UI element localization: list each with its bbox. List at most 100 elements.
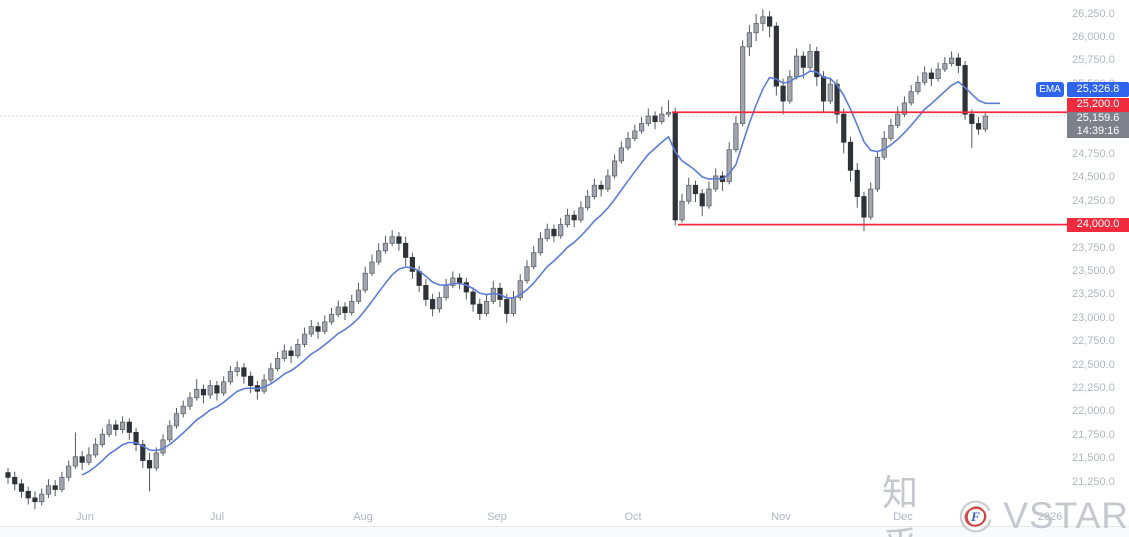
candle [665, 111, 672, 115]
candle [949, 57, 955, 65]
candle [86, 454, 92, 463]
candle [25, 490, 31, 499]
candle [301, 333, 308, 345]
candle [605, 175, 611, 190]
price-tick-label: 21,250.0 [1072, 475, 1115, 488]
candle [659, 113, 665, 123]
price-tick-label: 22,000.0 [1072, 405, 1115, 418]
candle [706, 188, 712, 207]
candle [820, 76, 827, 102]
candle [180, 405, 186, 415]
candle [369, 261, 375, 274]
candle [450, 277, 456, 286]
candle [841, 113, 847, 143]
candle [436, 297, 442, 310]
watermark: 知乎 F VSTAR [882, 464, 1129, 537]
candle [113, 424, 119, 430]
candle [969, 113, 975, 124]
price-tick-label: 22,750.0 [1072, 335, 1115, 348]
candle [315, 326, 321, 332]
candle [93, 444, 99, 456]
candle [652, 115, 658, 123]
candle [5, 472, 11, 478]
candle [638, 123, 645, 132]
candle [686, 184, 692, 202]
candle [463, 282, 469, 293]
candle [585, 196, 591, 209]
candle [160, 439, 166, 454]
candle [827, 83, 833, 102]
candle [221, 381, 227, 394]
candle [908, 91, 914, 104]
price-tick-label: 24,500.0 [1072, 171, 1115, 184]
candle [349, 300, 355, 313]
candle [403, 242, 409, 258]
candle [625, 138, 631, 149]
candle [780, 85, 786, 102]
candle [295, 344, 301, 357]
candle [39, 493, 45, 503]
candle [982, 115, 988, 130]
candle [895, 113, 901, 126]
candle [483, 300, 490, 314]
candle [227, 371, 234, 383]
ema-line [81, 70, 1000, 476]
support-price-badge[interactable]: 24,000.0 [1067, 217, 1129, 232]
last-price-value: 25,159.6 [1076, 112, 1120, 124]
candle [146, 460, 153, 469]
time-tick-label: Dec [893, 511, 913, 523]
candle [517, 280, 523, 299]
candle [746, 32, 753, 48]
candle [281, 350, 287, 359]
time-tick-label: Sep [487, 511, 507, 523]
price-tick-label: 22,250.0 [1072, 381, 1115, 394]
ema-indicator-label: EMA [1036, 82, 1064, 97]
candle [328, 314, 335, 323]
candle [975, 123, 982, 130]
resistance-price-badge[interactable]: 25,200.0 [1067, 97, 1129, 112]
candle [753, 22, 759, 34]
candle [874, 156, 881, 190]
candle [854, 169, 860, 197]
candle [888, 124, 894, 139]
candle [268, 368, 274, 381]
candle [868, 188, 874, 218]
price-tick-label: 23,500.0 [1072, 264, 1115, 277]
candle [537, 238, 544, 254]
candle [153, 452, 159, 469]
candle [679, 200, 685, 221]
candle [335, 306, 341, 315]
price-tick-label: 23,250.0 [1072, 288, 1115, 301]
price-tick-label: 23,750.0 [1072, 241, 1115, 254]
candle [504, 299, 510, 314]
candle [713, 175, 719, 190]
price-tick-label: 25,750.0 [1072, 54, 1115, 67]
candle [490, 287, 496, 302]
price-tick-label: 26,250.0 [1072, 7, 1115, 20]
watermark-vstar-text: VSTAR [1003, 495, 1129, 536]
candle [274, 358, 281, 370]
price-level-lines[interactable] [672, 111, 1068, 226]
candle [342, 306, 348, 313]
candle [18, 483, 25, 492]
candle [362, 272, 368, 291]
candle [477, 303, 483, 314]
time-tick-label: Oct [624, 511, 642, 523]
candle [571, 214, 577, 221]
time-tick-label: Nov [771, 511, 791, 523]
time-tick-label: Aug [353, 511, 373, 523]
candle [140, 444, 146, 461]
candle [922, 72, 928, 83]
bar-countdown: 14:39:16 [1076, 125, 1120, 137]
candle [45, 485, 52, 495]
candle [672, 111, 678, 221]
candle [409, 256, 416, 272]
price-tick-label: 22,500.0 [1072, 358, 1115, 371]
candle [807, 51, 813, 68]
candle [376, 250, 382, 263]
candle [173, 413, 180, 427]
candle [443, 285, 449, 299]
time-tick-label: Jul [209, 511, 225, 523]
